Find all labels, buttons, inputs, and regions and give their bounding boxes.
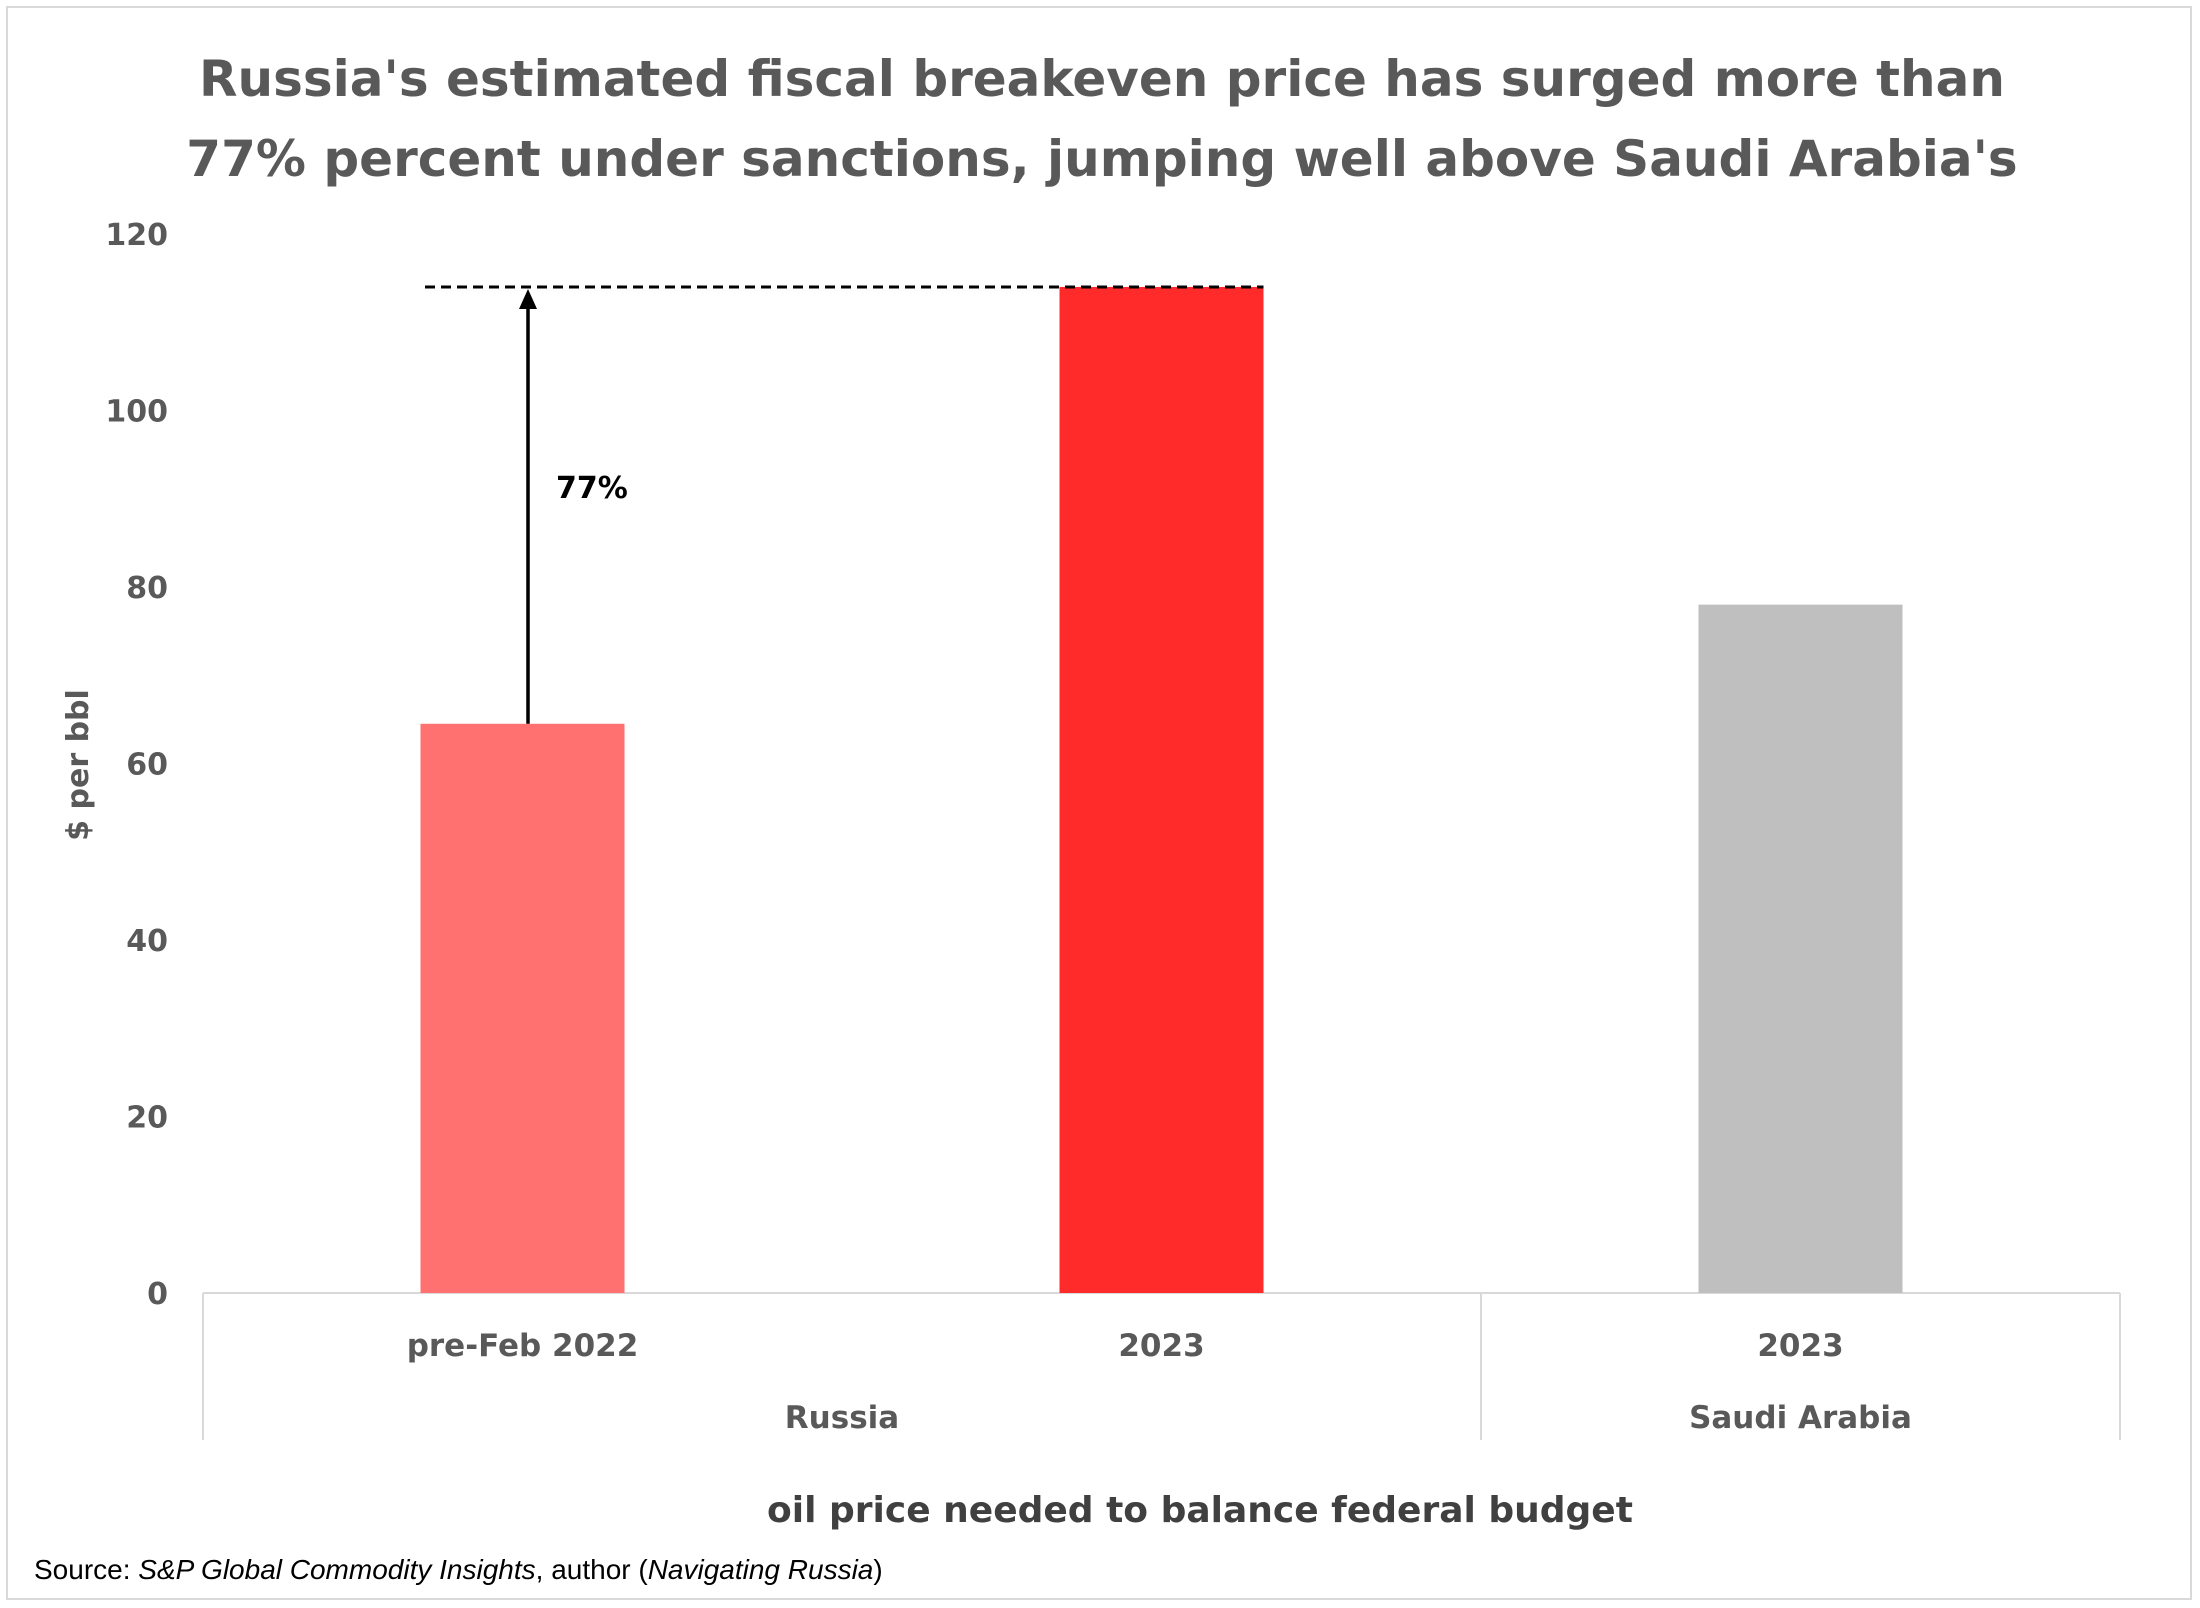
chart-title: Russia's estimated fiscal breakeven pric… — [186, 50, 2017, 188]
annotation: 77% — [425, 285, 1264, 724]
group-label: Russia — [785, 1400, 899, 1436]
source-publisher: S&P Global Commodity Insights — [138, 1554, 536, 1585]
title-line-1: Russia's estimated fiscal breakeven pric… — [199, 50, 2005, 108]
y-tick-label: 80 — [126, 571, 168, 606]
x-axis-title-group: oil price needed to balance federal budg… — [767, 1490, 1633, 1531]
group-labels: Russia Saudi Arabia — [785, 1400, 1912, 1436]
category-label: pre-Feb 2022 — [407, 1328, 639, 1364]
y-tick-label: 40 — [126, 924, 168, 959]
bars — [420, 286, 1903, 1293]
y-tick-label: 100 — [105, 395, 168, 430]
category-labels: pre-Feb 2022 2023 2023 — [407, 1328, 1844, 1364]
y-axis-title: $ per bbl — [61, 689, 96, 841]
category-label: 2023 — [1757, 1328, 1843, 1364]
source-note: Source: S&P Global Commodity Insights, a… — [34, 1554, 883, 1586]
source-middle: , author ( — [535, 1554, 648, 1585]
y-axis-title-group: $ per bbl — [61, 689, 96, 841]
y-tick-label: 120 — [105, 218, 168, 253]
source-blog: Navigating Russia — [647, 1554, 874, 1585]
chart-frame — [6, 6, 2192, 1600]
source-prefix: Source: — [34, 1554, 139, 1585]
category-label: 2023 — [1118, 1328, 1204, 1364]
x-axis-title: oil price needed to balance federal budg… — [767, 1490, 1633, 1531]
bar-1 — [420, 723, 625, 1293]
annotation-arrow-head — [519, 288, 537, 309]
annotation-label: 77% — [556, 471, 628, 506]
y-axis-ticks: 0 20 40 60 80 100 120 — [105, 218, 168, 1312]
y-tick-label: 20 — [126, 1101, 168, 1136]
group-label: Saudi Arabia — [1689, 1400, 1912, 1436]
bar-2 — [1059, 286, 1264, 1293]
source-suffix: ) — [873, 1554, 883, 1585]
y-tick-label: 0 — [147, 1277, 168, 1312]
title-line-2: 77% percent under sanctions, jumping wel… — [186, 130, 2017, 188]
bar-3 — [1698, 604, 1903, 1293]
y-tick-label: 60 — [126, 748, 168, 783]
